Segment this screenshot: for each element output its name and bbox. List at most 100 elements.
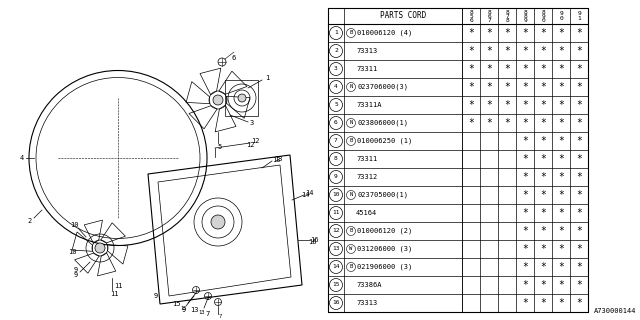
Text: 15: 15 (332, 283, 340, 287)
Text: N: N (349, 193, 353, 197)
Text: 15: 15 (172, 301, 180, 307)
Text: *: * (576, 298, 582, 308)
Text: 6: 6 (487, 13, 491, 19)
Text: *: * (576, 172, 582, 182)
Text: *: * (486, 82, 492, 92)
Text: 8: 8 (334, 156, 338, 162)
Text: *: * (522, 262, 528, 272)
Text: 031206000 (3): 031206000 (3) (357, 246, 412, 252)
Text: *: * (540, 208, 546, 218)
Text: *: * (522, 28, 528, 38)
Text: *: * (486, 46, 492, 56)
Text: W: W (349, 246, 353, 252)
Text: *: * (540, 64, 546, 74)
Text: 10: 10 (70, 222, 78, 228)
Text: 7: 7 (505, 13, 509, 19)
Circle shape (213, 95, 223, 105)
Text: B: B (349, 265, 353, 269)
Text: *: * (504, 118, 510, 128)
Text: *: * (522, 82, 528, 92)
Text: PARTS CORD: PARTS CORD (380, 12, 426, 20)
Circle shape (330, 116, 342, 130)
Text: A730000144: A730000144 (593, 308, 636, 314)
Text: 6: 6 (334, 121, 338, 125)
Text: 9: 9 (523, 18, 527, 22)
Text: 9: 9 (577, 11, 581, 16)
Text: 73313: 73313 (356, 300, 377, 306)
Text: *: * (522, 118, 528, 128)
Text: *: * (468, 82, 474, 92)
Text: *: * (558, 172, 564, 182)
Text: *: * (504, 46, 510, 56)
Text: 5: 5 (218, 144, 222, 150)
Text: 7: 7 (334, 139, 338, 143)
Text: 8: 8 (487, 10, 491, 14)
Text: *: * (540, 262, 546, 272)
Circle shape (330, 188, 342, 202)
Circle shape (330, 243, 342, 255)
Circle shape (330, 134, 342, 148)
Text: *: * (540, 244, 546, 254)
Text: *: * (522, 226, 528, 236)
Text: *: * (468, 64, 474, 74)
Text: 9: 9 (559, 11, 563, 16)
Text: *: * (522, 208, 528, 218)
Text: *: * (576, 208, 582, 218)
Text: 9: 9 (334, 174, 338, 180)
Text: *: * (576, 226, 582, 236)
Text: 1: 1 (577, 16, 581, 21)
Text: *: * (540, 100, 546, 110)
Circle shape (330, 62, 342, 76)
Circle shape (346, 118, 355, 127)
Circle shape (330, 260, 342, 274)
Text: *: * (558, 262, 564, 272)
Text: 0: 0 (541, 18, 545, 22)
Text: *: * (576, 118, 582, 128)
Text: 3: 3 (334, 67, 338, 71)
Text: *: * (576, 280, 582, 290)
Text: 14: 14 (332, 265, 340, 269)
Text: N: N (349, 84, 353, 90)
Text: *: * (558, 136, 564, 146)
Text: 7: 7 (487, 18, 491, 22)
Text: 023806000(1): 023806000(1) (357, 120, 408, 126)
Text: *: * (468, 118, 474, 128)
Circle shape (346, 83, 355, 92)
Text: 8: 8 (523, 13, 527, 19)
Text: 73311: 73311 (356, 66, 377, 72)
Circle shape (346, 190, 355, 199)
Text: 12: 12 (251, 138, 259, 144)
Text: 15: 15 (180, 306, 188, 310)
Text: *: * (486, 118, 492, 128)
Text: 7: 7 (206, 311, 210, 317)
Text: *: * (522, 136, 528, 146)
Circle shape (211, 215, 225, 229)
Text: *: * (558, 82, 564, 92)
Text: 12: 12 (246, 142, 254, 148)
Text: *: * (558, 298, 564, 308)
Text: 010006120 (4): 010006120 (4) (357, 30, 412, 36)
Text: 6: 6 (469, 18, 473, 22)
Text: 021906000 (3): 021906000 (3) (357, 264, 412, 270)
Circle shape (346, 244, 355, 253)
Text: 73311A: 73311A (356, 102, 381, 108)
Text: 0: 0 (559, 16, 563, 21)
Text: *: * (558, 46, 564, 56)
Text: *: * (504, 100, 510, 110)
Text: 8: 8 (505, 10, 509, 14)
Text: 11: 11 (332, 211, 340, 215)
Text: *: * (558, 64, 564, 74)
Text: 1: 1 (334, 30, 338, 36)
Text: *: * (504, 82, 510, 92)
Text: *: * (468, 28, 474, 38)
Text: 3: 3 (250, 120, 254, 126)
Text: *: * (558, 100, 564, 110)
Text: *: * (522, 298, 528, 308)
Text: 8: 8 (469, 10, 473, 14)
Text: *: * (558, 226, 564, 236)
Text: *: * (522, 46, 528, 56)
Text: 5: 5 (469, 13, 473, 19)
Text: *: * (522, 172, 528, 182)
Circle shape (330, 44, 342, 58)
Text: *: * (522, 64, 528, 74)
